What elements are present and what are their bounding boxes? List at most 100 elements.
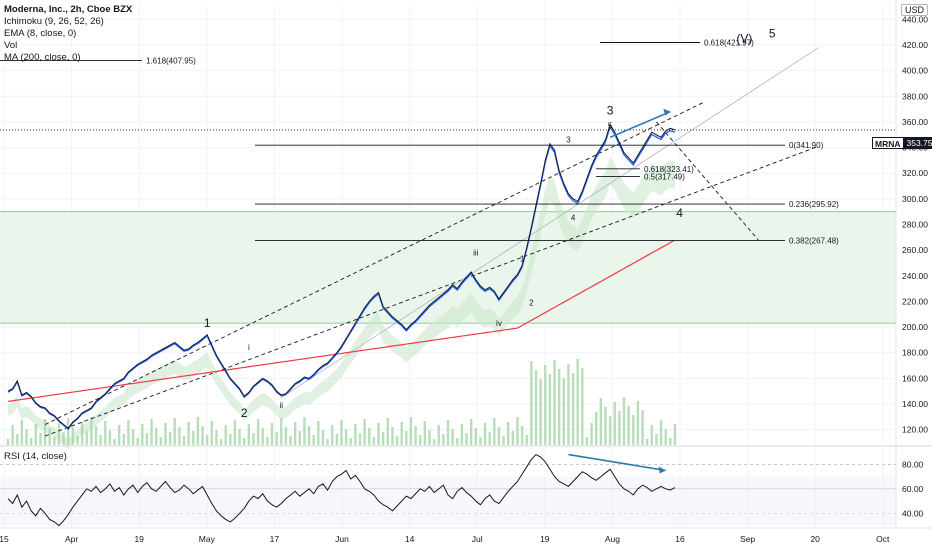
legend-ma200[interactable]: MA (200, close, 0) <box>4 52 81 63</box>
volume-bar <box>187 422 190 445</box>
price-axis[interactable]: 120.00 140.00 160.00 180.00 200.00 220.00 240.… <box>895 0 928 528</box>
volume-bar <box>608 416 612 445</box>
volume-bar <box>238 429 241 445</box>
volume-bar <box>127 420 130 445</box>
time-axis[interactable]: 15 Apr 19 May 17 Jun 14 Jul 19 Aug 16 Sep 20 Oct <box>0 527 932 544</box>
volume-bar <box>196 417 200 445</box>
volume-bar <box>71 427 75 445</box>
rsi-legend[interactable]: RSI (14, close) <box>4 451 67 462</box>
volume-bar <box>465 433 468 445</box>
price-tick-label: 360.00 <box>902 117 928 127</box>
volume-bar <box>150 419 153 445</box>
volume-bar <box>266 437 269 445</box>
price-tick-label: 200.00 <box>902 322 928 332</box>
chart-title[interactable]: Moderna, Inc., 2h, Cboe BZX <box>4 4 133 15</box>
volume-bar <box>25 429 28 445</box>
ma200-line <box>7 239 676 403</box>
volume-bar <box>595 412 598 445</box>
volume-bar <box>474 428 477 445</box>
fib-label: 0.382(267.48) <box>789 237 839 246</box>
volume-bar <box>442 434 445 445</box>
price-tick-label: 420.00 <box>902 40 928 50</box>
time-tick-label: Jun <box>335 534 349 544</box>
volume-bar <box>117 425 121 445</box>
rsi-band <box>0 476 896 526</box>
fib-label: 1.618(407.95) <box>146 56 196 65</box>
price-series <box>0 108 896 430</box>
price-tick-label: 400.00 <box>902 66 928 76</box>
volume-bar <box>428 430 431 445</box>
volume-bar <box>317 421 320 445</box>
volume-bar <box>62 432 65 445</box>
volume-bar <box>562 378 565 445</box>
price-tick-label: 380.00 <box>902 91 928 101</box>
channel-lower <box>44 145 819 437</box>
volume-bar <box>358 433 362 445</box>
price-line <box>7 123 676 430</box>
volume-bar <box>201 426 204 445</box>
legend-ichimoku[interactable]: Ichimoku (9, 26, 52, 26) <box>4 16 104 27</box>
volume-bar <box>275 432 278 445</box>
volume-bar <box>632 415 635 445</box>
volume-bar <box>340 420 343 445</box>
price-tick-label: 220.00 <box>902 296 928 306</box>
legend-volume[interactable]: Vol <box>4 40 18 51</box>
volume-bar <box>210 421 213 445</box>
rsi-arrow-head <box>658 466 666 474</box>
volume-bar <box>493 418 496 445</box>
wave-label: iii <box>473 248 479 257</box>
time-tick-label: Apr <box>65 534 78 544</box>
volume-bar <box>391 427 394 445</box>
price-tick-label: 140.00 <box>902 399 928 409</box>
wave-label: 4 <box>676 206 683 220</box>
projection-line <box>281 47 819 398</box>
volume-bar <box>94 426 98 445</box>
legend-ema[interactable]: EMA (8, close, 0) <box>4 28 77 39</box>
volume-bar <box>497 427 501 445</box>
currency-badge[interactable]: USD <box>900 4 928 16</box>
fib-levels: 1.618(407.95) 0.618(421.97) 0(341.90) 0.618… <box>0 38 839 246</box>
time-tick-label: Aug <box>605 534 620 544</box>
trend-arrow <box>609 110 671 139</box>
volume-bar <box>122 434 125 445</box>
arrow-head <box>663 108 671 116</box>
volume-bar <box>90 417 93 445</box>
volume-bar <box>571 373 575 445</box>
volume-bar <box>659 420 663 445</box>
fib-zone <box>0 211 896 324</box>
time-tick-label: 17 <box>270 534 280 544</box>
volume-bar <box>224 425 227 445</box>
price-tick-label: 240.00 <box>902 271 928 281</box>
volume-bar <box>108 430 112 445</box>
price-tick-label: 180.00 <box>902 348 928 358</box>
volume-bar <box>437 425 440 445</box>
volume-bar <box>650 425 653 445</box>
wave-label: 2 <box>241 406 248 420</box>
volume-bar <box>488 432 491 445</box>
volume-bar <box>34 424 37 445</box>
price-tick-label: 260.00 <box>902 245 928 255</box>
volume-bar <box>530 361 533 445</box>
volume-bar <box>312 435 315 445</box>
volume-bar <box>414 426 417 445</box>
indicator-legend: Moderna, Inc., 2h, Cboe BZX Ichimoku (9,… <box>4 4 132 64</box>
rsi-divergence-arrow <box>568 453 666 472</box>
volume-bar <box>331 425 334 445</box>
time-tick-label: Jul <box>472 534 483 544</box>
wave-label: (V) <box>736 31 752 45</box>
fib-label: 0.618(421.97) <box>704 38 754 47</box>
volume-bar <box>215 430 218 445</box>
volume-bar <box>57 423 61 445</box>
rsi-tick-label: 40.00 <box>902 508 924 518</box>
volume-bar <box>525 435 528 445</box>
wave-label: 3 <box>566 135 571 144</box>
volume-bar <box>178 427 181 445</box>
volume-bar <box>80 422 84 445</box>
volume-bar <box>405 431 408 445</box>
wave-label: 3 <box>607 103 614 117</box>
fib-label: 0.5(317.49) <box>644 172 685 181</box>
volume-bar <box>539 379 542 445</box>
wave-label: 5 <box>608 121 613 130</box>
time-tick-label: 14 <box>405 534 415 544</box>
